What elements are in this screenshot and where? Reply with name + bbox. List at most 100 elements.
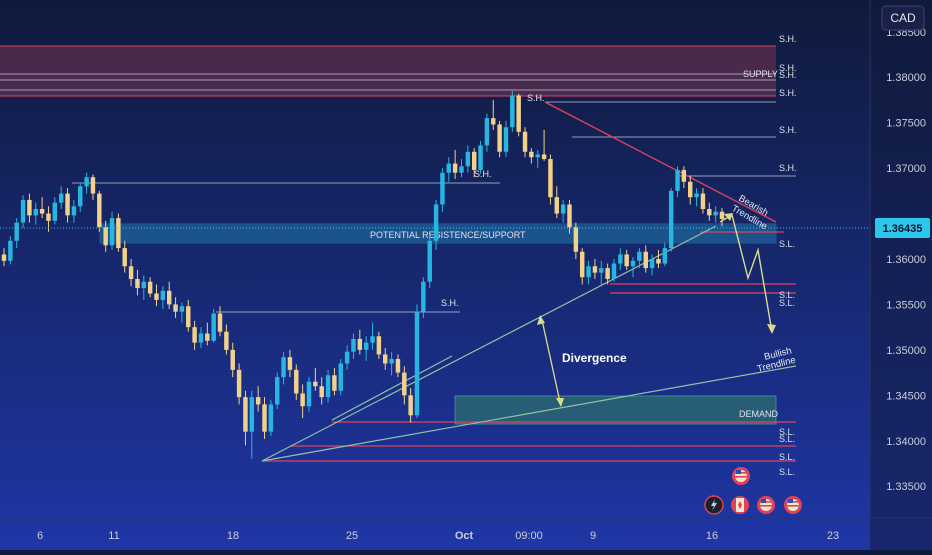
us-flag-event-icon[interactable] [784, 496, 802, 514]
candle-up [637, 251, 642, 261]
candle-down [624, 254, 629, 267]
candle-up [459, 166, 464, 173]
candle-down [97, 193, 102, 228]
candle-down [376, 336, 382, 355]
candle-up [325, 375, 331, 398]
candle-down [1, 254, 7, 261]
candle-up [211, 313, 216, 341]
candle-down [719, 211, 725, 220]
time-tick-label: 6 [37, 530, 43, 542]
candle-up [78, 186, 83, 207]
sl-label: S.L. [779, 298, 795, 308]
sh-label: S.H. [779, 88, 797, 98]
candle-up [249, 397, 255, 432]
projection-arrowhead [767, 324, 776, 334]
candle-up [198, 333, 204, 343]
demand-label: DEMAND [739, 409, 779, 419]
divergence-arrowhead-bottom [556, 398, 564, 407]
divergence-arrowhead-top [537, 315, 545, 325]
sl-label: S.L. [779, 239, 795, 249]
candle-up [20, 199, 26, 223]
event-icons [704, 467, 802, 515]
candle-up [71, 206, 77, 216]
candle-up [370, 336, 375, 343]
sh-label: S.H. [474, 169, 492, 179]
lightning-event-icon[interactable] [704, 495, 724, 515]
candle-up [14, 222, 19, 241]
sh-label: S.H. [779, 63, 797, 73]
candle-up [268, 404, 274, 432]
candle-up [338, 363, 343, 391]
candle-up [599, 268, 604, 273]
candle-down [255, 397, 261, 405]
candle-up [160, 290, 166, 300]
us-flag-event-icon[interactable] [732, 467, 750, 485]
candle-down [402, 372, 407, 396]
candle-up [344, 351, 350, 364]
candle-down [541, 154, 547, 160]
currency-button[interactable] [881, 5, 925, 31]
candle-up [675, 169, 680, 191]
candle-down [236, 369, 242, 398]
zone-label: POTENTIAL RESISTENCE/SUPPORT [370, 230, 526, 240]
price-tick-label: 1.35500 [886, 299, 926, 311]
time-tick-label: 09:00 [515, 530, 543, 542]
candle-down [294, 369, 299, 394]
candle-up [389, 358, 394, 364]
projection-start-arrowhead [724, 213, 733, 221]
candlestick-series [1, 90, 725, 459]
candle-down [707, 209, 712, 216]
time-tick-label: 16 [706, 530, 718, 542]
candle-up [586, 266, 591, 278]
supply-label: SUPPLY [743, 69, 778, 79]
candle-down [173, 304, 178, 312]
candle-up [535, 154, 540, 158]
candle-down [592, 266, 598, 273]
candle-up [363, 342, 369, 350]
candle-up [274, 377, 280, 405]
candle-down [573, 227, 579, 252]
candle-down [452, 163, 458, 173]
candle-down [39, 209, 45, 214]
sh-label: S.H. [441, 298, 459, 308]
price-axis-panel [870, 0, 932, 550]
sl-label: S.L. [779, 452, 795, 462]
price-tick-label: 1.37500 [886, 118, 926, 130]
candle-down [243, 397, 248, 432]
price-tick-label: 1.34000 [886, 436, 926, 448]
candle-up [713, 211, 718, 216]
candle-up [58, 193, 64, 203]
price-tick-label: 1.34500 [886, 390, 926, 402]
canada-flag-event-icon[interactable] [731, 496, 749, 514]
candle-up [503, 127, 509, 152]
candle-up [662, 248, 668, 264]
time-tick-label: Oct [455, 530, 474, 542]
divergence-label: Divergence [562, 351, 627, 365]
candle-up [421, 281, 426, 312]
price-tick-label: 1.37000 [886, 163, 926, 175]
us-flag-event-icon[interactable] [757, 496, 775, 514]
current-price-badge [875, 218, 930, 238]
time-tick-label: 23 [827, 530, 839, 542]
candle-down [65, 193, 70, 216]
currency-label: CAD [890, 11, 916, 25]
candle-down [262, 404, 267, 432]
candle-down [217, 313, 223, 332]
sl-label: S.L. [779, 290, 795, 300]
sl-label: S.L. [779, 434, 795, 444]
candle-up [560, 204, 566, 214]
candle-down [688, 181, 693, 198]
candle-down [567, 204, 572, 228]
time-axis: 6 11 18 25 Oct 09:00 9 16 23 [37, 530, 839, 542]
candle-up [510, 95, 515, 128]
candle-down [491, 118, 496, 125]
candle-down [224, 331, 229, 350]
candle-down [116, 218, 121, 249]
candle-up [84, 177, 89, 187]
bullish-trendline [261, 365, 797, 462]
candle-down [154, 293, 159, 300]
candle-down [497, 124, 502, 152]
candle-down [529, 151, 534, 158]
